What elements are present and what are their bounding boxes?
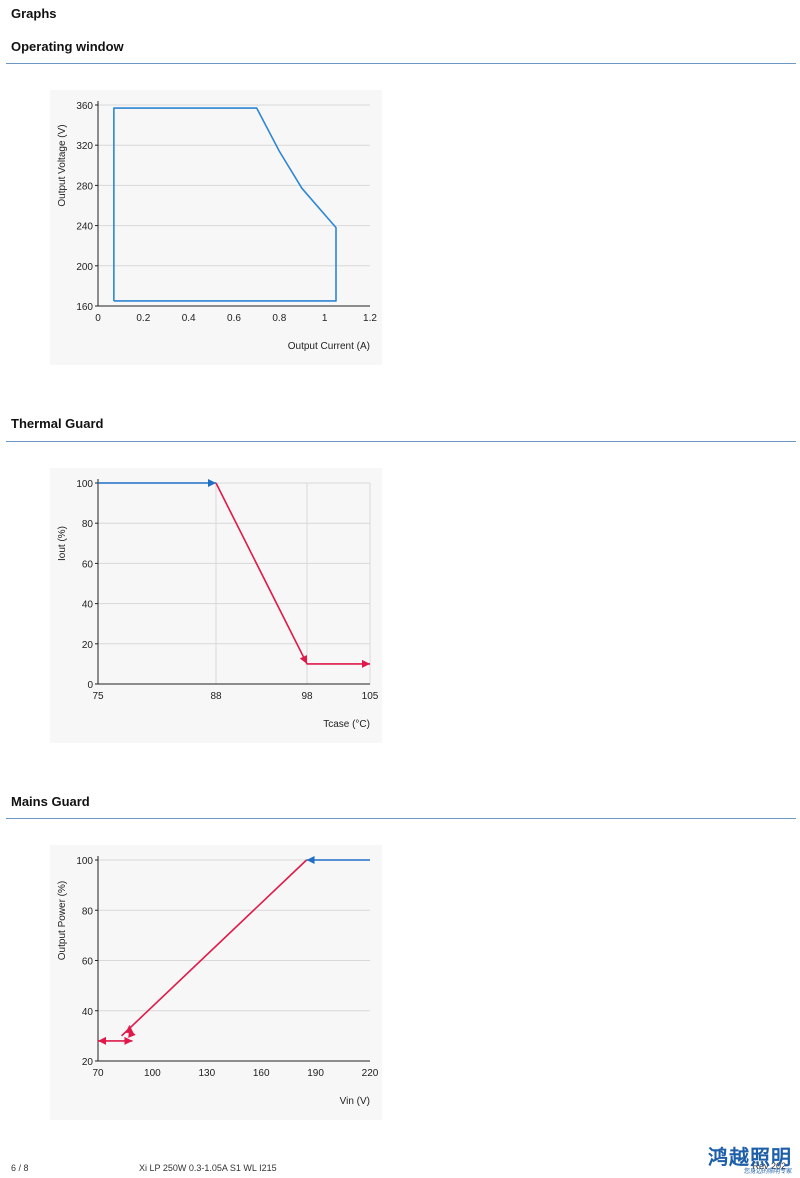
x-tick-label: 100: [144, 1068, 161, 1079]
x-tick-label: 1.2: [363, 313, 377, 324]
chart-operating-window-svg: 160 200 240 280 320 360 0 0.2 0.4 0.6 0.8 1 1.2 Outpu…: [57, 101, 377, 352]
brand-logo: 鸿越照明 您身边的照明专家: [708, 1146, 792, 1176]
arrow-head: [299, 654, 307, 664]
y-tick-label: 160: [76, 302, 93, 313]
section-divider: [6, 441, 796, 442]
chart-mains-guard-svg: 20 40 60 80 100 70 100 130 160 190 220 Vin (V) Outpu…: [57, 856, 379, 1107]
y-tick-label: 100: [76, 479, 93, 490]
x-axis-label: Tcase (°C): [323, 719, 370, 730]
series-line: [113, 107, 337, 302]
y-tick-label: 100: [76, 856, 93, 867]
x-axis-label: Output Current (A): [288, 341, 370, 352]
arrow-head: [208, 479, 216, 487]
section-divider: [6, 818, 796, 819]
series-line: [121, 859, 308, 1037]
x-tick-label: 88: [210, 691, 222, 702]
y-tick-label: 20: [82, 640, 94, 651]
chart-thermal-guard: 0 20 40 60 80 100 75 88 98 105 Tcase (°C) Iout (%): [50, 468, 382, 743]
chart-thermal-guard-svg: 0 20 40 60 80 100 75 88 98 105 Tcase (°C) Iout (%): [57, 479, 379, 730]
x-tick-label: 190: [307, 1068, 324, 1079]
y-tick-label: 80: [82, 906, 94, 917]
chart-mains-guard: 20 40 60 80 100 70 100 130 160 190 220 Vin (V) Outpu…: [50, 845, 382, 1120]
y-tick-label: 320: [76, 141, 93, 152]
x-tick-label: 105: [362, 691, 379, 702]
x-tick-label: 0: [95, 313, 101, 324]
x-tick-label: 130: [198, 1068, 215, 1079]
x-tick-label: 220: [362, 1068, 379, 1079]
y-axis-label: Output Voltage (V): [57, 124, 68, 206]
y-tick-label: 280: [76, 181, 93, 192]
brand-logo-subtext: 您身边的照明专家: [743, 1168, 792, 1175]
footer-product-name: Xi LP 250W 0.3-1.05A S1 WL I215: [139, 1163, 277, 1173]
arrow-head: [124, 1036, 133, 1045]
x-tick-label: 98: [301, 691, 313, 702]
y-tick-label: 60: [82, 957, 94, 968]
x-tick-label: 0.8: [272, 313, 286, 324]
y-tick-label: 360: [76, 101, 93, 112]
arrow-head: [125, 1024, 134, 1033]
y-tick-label: 40: [82, 1007, 94, 1018]
x-axis-label: Vin (V): [340, 1096, 370, 1107]
footer-page-number: 6 / 8: [11, 1163, 29, 1173]
section-heading-operating-window: Operating window: [11, 39, 124, 54]
arrow-head: [128, 1028, 136, 1038]
y-tick-label: 200: [76, 262, 93, 273]
x-tick-label: 1: [322, 313, 328, 324]
arrow-head: [362, 659, 370, 668]
footer-revision: Rev 202: [752, 1161, 786, 1171]
y-axis-label: Output Power (%): [57, 881, 68, 960]
section-heading-thermal-guard: Thermal Guard: [11, 416, 104, 431]
y-tick-label: 60: [82, 559, 94, 570]
y-axis-label: Iout (%): [57, 526, 68, 561]
section-heading-mains-guard: Mains Guard: [11, 794, 90, 809]
x-tick-label: 0.2: [136, 313, 150, 324]
y-tick-label: 20: [82, 1057, 94, 1068]
x-tick-label: 75: [92, 691, 104, 702]
y-tick-label: 240: [76, 222, 93, 233]
brand-logo-text: 鸿越照明: [708, 1145, 792, 1169]
y-tick-label: 40: [82, 600, 94, 611]
x-tick-label: 0.6: [227, 313, 241, 324]
page-title: Graphs: [11, 6, 57, 21]
x-tick-label: 0.4: [182, 313, 196, 324]
x-tick-label: 160: [253, 1068, 270, 1079]
section-divider: [6, 63, 796, 64]
x-tick-label: 70: [92, 1068, 104, 1079]
y-tick-label: 0: [87, 680, 93, 691]
series-line: [215, 482, 370, 665]
chart-operating-window: 160 200 240 280 320 360 0 0.2 0.4 0.6 0.8 1 1.2 Outpu…: [50, 90, 382, 365]
arrow-head: [306, 856, 315, 864]
arrow-head: [98, 1036, 106, 1045]
y-tick-label: 80: [82, 519, 94, 530]
